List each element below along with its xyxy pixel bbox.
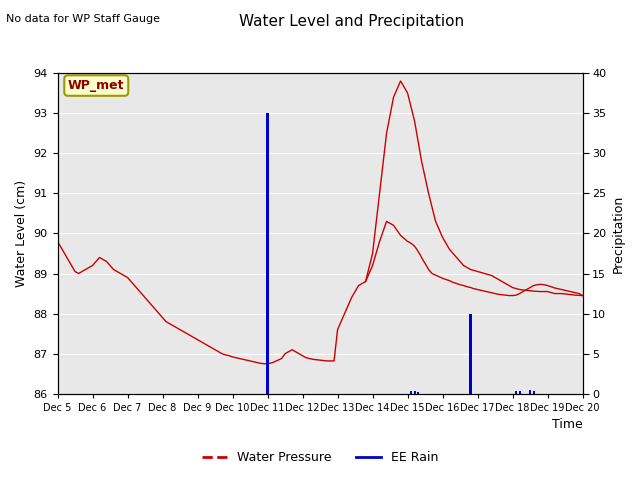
Bar — [529, 390, 531, 394]
X-axis label: Time: Time — [552, 419, 582, 432]
Bar — [532, 391, 534, 394]
Y-axis label: Precipitation: Precipitation — [612, 194, 625, 273]
Bar — [266, 113, 269, 394]
Text: WP_met: WP_met — [68, 79, 125, 92]
Bar — [469, 313, 472, 394]
Bar — [417, 392, 419, 394]
Text: Water Level and Precipitation: Water Level and Precipitation — [239, 14, 465, 29]
Bar — [413, 391, 415, 394]
Text: No data for WP Staff Gauge: No data for WP Staff Gauge — [6, 14, 161, 24]
Bar — [518, 391, 520, 394]
Bar — [515, 391, 517, 394]
Legend: Water Pressure, EE Rain: Water Pressure, EE Rain — [196, 446, 444, 469]
Bar — [410, 391, 412, 394]
Y-axis label: Water Level (cm): Water Level (cm) — [15, 180, 28, 287]
